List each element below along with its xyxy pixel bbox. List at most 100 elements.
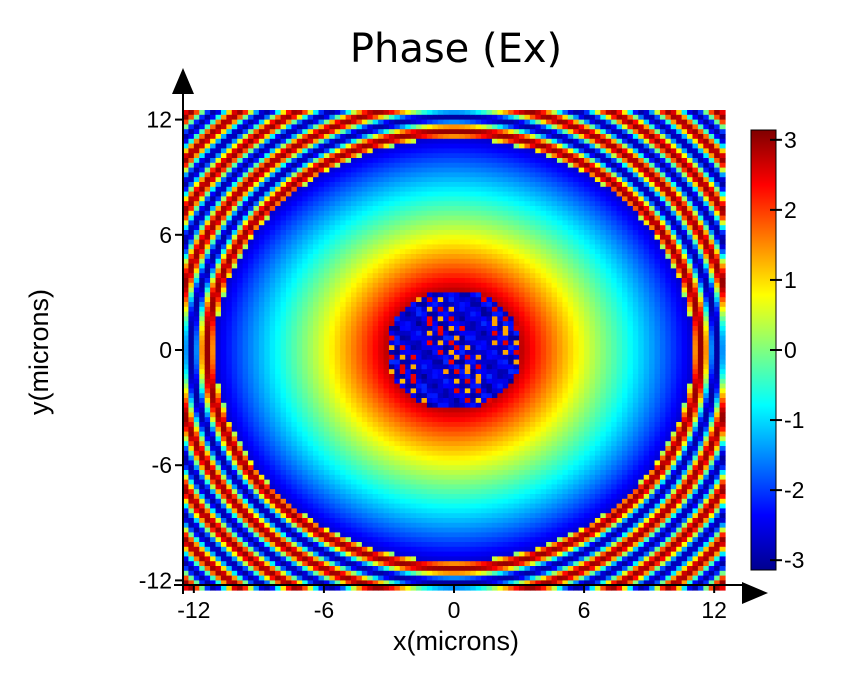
heatmap-cell [361, 484, 368, 490]
heatmap-cell [215, 378, 222, 385]
heatmap-cell [307, 551, 314, 557]
heatmap-cell [188, 422, 195, 428]
heatmap-cell [220, 508, 227, 514]
heatmap-cell [220, 570, 227, 577]
heatmap-cell [199, 412, 206, 418]
heatmap-cell [421, 326, 428, 332]
heatmap-cell [394, 566, 401, 572]
chart-title: Phase (Ex) [350, 26, 562, 72]
heatmap-cell [405, 172, 412, 178]
heatmap-cell [210, 455, 217, 461]
heatmap-cell [318, 167, 325, 173]
heatmap-cell [388, 383, 395, 389]
heatmap-cell [340, 297, 347, 303]
heatmap-cell [383, 263, 390, 269]
heatmap-cell [210, 378, 217, 385]
heatmap-cell [437, 407, 444, 413]
heatmap-cell [275, 316, 282, 322]
heatmap-cell [334, 580, 341, 586]
heatmap-cell [383, 206, 390, 212]
heatmap-cell [231, 158, 238, 164]
heatmap-cell [280, 172, 287, 178]
heatmap-cell [323, 345, 330, 351]
heatmap-cell [296, 330, 303, 337]
heatmap-cell [291, 570, 298, 577]
heatmap-cell [437, 114, 444, 121]
heatmap-cell [334, 340, 341, 346]
heatmap-cell [269, 345, 276, 351]
heatmap-cell [345, 330, 352, 337]
heatmap-cell [367, 522, 374, 529]
heatmap-cell [361, 225, 368, 231]
heatmap-cell [367, 556, 374, 562]
heatmap-cell [372, 398, 379, 404]
heatmap-cell [416, 345, 423, 351]
heatmap-cell [280, 316, 287, 322]
heatmap-cell [210, 417, 217, 423]
heatmap-cell [231, 402, 238, 409]
heatmap-cell [345, 527, 352, 533]
heatmap-cell [199, 143, 206, 149]
heatmap-cell [410, 129, 417, 135]
heatmap-cell [188, 263, 195, 269]
heatmap-cell [226, 446, 233, 452]
heatmap-cell [388, 354, 395, 361]
heatmap-cell [432, 513, 439, 519]
heatmap-cell [416, 210, 423, 217]
heatmap-cell [193, 191, 200, 197]
heatmap-cell [405, 114, 412, 121]
heatmap-cell [383, 316, 390, 322]
heatmap-cell [345, 297, 352, 303]
heatmap-cell [307, 412, 314, 418]
heatmap-cell [367, 546, 374, 553]
heatmap-cell [231, 407, 238, 413]
heatmap-cell [383, 566, 390, 572]
heatmap-cell [448, 489, 455, 495]
heatmap-cell [345, 561, 352, 567]
heatmap-cell [231, 297, 238, 303]
heatmap-cell [296, 258, 303, 265]
heatmap-cell [302, 201, 309, 207]
heatmap-cell [329, 431, 336, 437]
heatmap-cell [361, 340, 368, 346]
heatmap-cell [210, 374, 217, 380]
heatmap-cell [248, 460, 255, 466]
heatmap-cell [345, 431, 352, 437]
heatmap-cell [291, 498, 298, 505]
heatmap-cell [405, 206, 412, 212]
heatmap-cell [226, 450, 233, 457]
heatmap-cell [410, 412, 417, 418]
heatmap-cell [275, 230, 282, 236]
heatmap-cell [388, 474, 395, 481]
heatmap-cell [394, 249, 401, 255]
heatmap-cell [416, 527, 423, 533]
heatmap-cell [394, 484, 401, 490]
heatmap-cell [231, 326, 238, 332]
heatmap-cell [378, 148, 385, 154]
heatmap-cell [264, 522, 271, 529]
heatmap-cell [421, 124, 428, 130]
heatmap-cell [318, 326, 325, 332]
heatmap-cell [258, 311, 265, 317]
heatmap-cell [193, 258, 200, 265]
heatmap-cell [416, 196, 423, 202]
heatmap-cell [307, 182, 314, 188]
heatmap-cell [421, 191, 428, 197]
heatmap-cell [394, 230, 401, 236]
heatmap-cell [210, 239, 217, 245]
heatmap-cell [253, 254, 260, 260]
heatmap-cell [183, 412, 190, 418]
heatmap-cell [443, 498, 450, 505]
heatmap-cell [296, 114, 303, 121]
heatmap-cell [372, 446, 379, 452]
heatmap-cell [448, 186, 455, 193]
heatmap-cell [248, 220, 255, 226]
heatmap-cell [443, 513, 450, 519]
heatmap-cell [307, 186, 314, 193]
heatmap-cell [437, 446, 444, 452]
heatmap-cell [248, 182, 255, 188]
heatmap-cell [426, 182, 433, 188]
heatmap-cell [269, 297, 276, 303]
heatmap-cell [215, 513, 222, 519]
heatmap-cell [237, 402, 244, 409]
